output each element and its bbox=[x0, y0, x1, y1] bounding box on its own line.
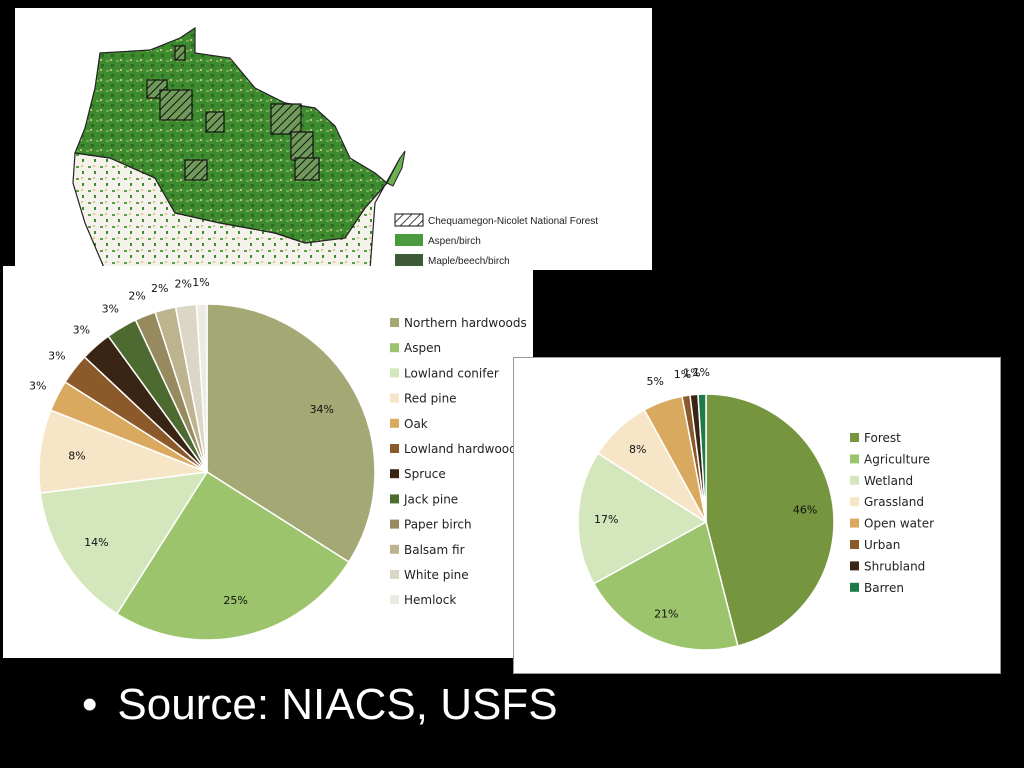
legend-label-urban: Urban bbox=[864, 538, 900, 552]
legend-swatch-jack-pine bbox=[390, 494, 399, 504]
forest-type-pie-panel: 34% 25% 14% 8% 3% 3% 3% 3% 2% 2% 2% 1% Northern hard… bbox=[3, 266, 533, 658]
map-legend: Chequamegon-Nicolet National Forest Aspe… bbox=[394, 213, 598, 267]
legend-label-white-pine: White pine bbox=[404, 568, 469, 582]
legend-swatch-aspen-birch bbox=[395, 234, 423, 246]
pie-label-open-water: 5% bbox=[646, 375, 663, 388]
legend-swatch-spruce bbox=[390, 469, 399, 479]
pie-slice-hemlock bbox=[195, 303, 208, 473]
land-cover-pie-chart: 46% 21% 17% 8% 5% 1%1%1% Forest Agriculture Wetl… bbox=[577, 366, 934, 651]
source-text: Source: NIACS, USFS bbox=[117, 680, 558, 729]
forest-type-pie-chart: 34%25%14%8%3%3%3%3%2%2% 2% 1%Northern hard… bbox=[29, 276, 527, 641]
pie-slice-wetland bbox=[577, 452, 708, 585]
legend-label-barren: Barren bbox=[864, 581, 904, 595]
pie-label-jack-pine: 3% bbox=[102, 303, 119, 316]
pie-label-forest: 46% bbox=[793, 504, 817, 517]
legend-swatch-agriculture bbox=[850, 454, 859, 464]
pie-label-spruce: 3% bbox=[73, 324, 90, 337]
pie-label-lowland-hardwoods: 3% bbox=[48, 350, 65, 363]
legend-swatch-aspen bbox=[390, 343, 399, 353]
pie-slice-agriculture bbox=[592, 520, 739, 651]
legend-label-northern-hardwoods: Northern hardwoods bbox=[404, 316, 527, 330]
legend-swatch-wetland bbox=[850, 475, 859, 485]
legend-label-balsam-fir: Balsam fir bbox=[404, 543, 465, 557]
pie-label-agriculture: 21% bbox=[654, 608, 678, 621]
legend-swatch-shrubland bbox=[850, 561, 859, 571]
source-bullet: • Source: NIACS, USFS bbox=[82, 680, 558, 730]
legend-swatch-maple-beech-birch bbox=[395, 254, 423, 266]
land-cover-pie-panel: 46% 21% 17% 8% 5% 1% 1% 1% Forest Agriculture Wetl… bbox=[513, 357, 1001, 674]
bullet-icon: • bbox=[82, 680, 98, 729]
legend-swatch-grassland bbox=[850, 497, 859, 507]
legend-swatch-national-forest bbox=[394, 213, 424, 227]
legend-swatch-hemlock bbox=[390, 595, 399, 605]
legend-swatch-white-pine bbox=[390, 570, 399, 579]
legend-label-red-pine: Red pine bbox=[404, 392, 457, 406]
legend-label-hemlock: Hemlock bbox=[404, 593, 456, 607]
legend-label-paper-birch: Paper birch bbox=[404, 518, 472, 532]
pie-label-grassland: 8% bbox=[629, 443, 646, 456]
pie-label-shrubland: 1% bbox=[683, 367, 700, 380]
pie-slice-northern-hardwoods bbox=[206, 303, 376, 564]
legend-label-lowland-hardwoods: Lowland hardwoods bbox=[404, 442, 523, 456]
pie-label-barren: 1% bbox=[693, 366, 710, 379]
pie-slice-forest bbox=[705, 393, 835, 647]
legend-label-agriculture: Agriculture bbox=[864, 452, 930, 466]
pie-label-wetland: 17% bbox=[594, 513, 618, 526]
pie-slice-barren bbox=[697, 393, 707, 523]
legend-label-aspen: Aspen bbox=[404, 341, 441, 355]
legend-label-jack-pine: Jack pine bbox=[403, 492, 458, 506]
legend-label-shrubland: Shrubland bbox=[864, 559, 925, 573]
legend-swatch-barren bbox=[850, 582, 859, 592]
legend-label-aspen-birch: Aspen/birch bbox=[428, 236, 481, 247]
legend-label-maple-beech-birch: Maple/beech/birch bbox=[428, 256, 510, 267]
pie-label-oak: 3% bbox=[29, 380, 46, 393]
pie-slice-lowland-conifer bbox=[39, 471, 209, 615]
legend-swatch-red-pine bbox=[390, 393, 399, 403]
legend-swatch-lowland-hardwoods bbox=[390, 444, 399, 453]
legend-label-spruce: Spruce bbox=[404, 467, 446, 481]
forest-type-map-panel: Chequamegon-Nicolet National Forest Aspe… bbox=[15, 8, 652, 270]
pie-slice-aspen bbox=[115, 470, 350, 641]
legend-swatch-open-water bbox=[850, 518, 859, 528]
pie-label-northern-hardwoods: 34% bbox=[310, 403, 334, 416]
legend-swatch-paper-birch bbox=[390, 519, 399, 529]
legend-label-open-water: Open water bbox=[864, 517, 934, 531]
door-peninsula bbox=[386, 150, 406, 187]
legend-label-forest: Forest bbox=[864, 431, 901, 445]
legend-label-lowland-conifer: Lowland conifer bbox=[404, 366, 499, 380]
national-forest-units bbox=[146, 45, 320, 181]
pie-label-paper-birch: 2% bbox=[128, 289, 145, 302]
legend-label-oak: Oak bbox=[404, 417, 428, 431]
pie-label-aspen: 25% bbox=[223, 594, 247, 607]
wisconsin-forest-map: Chequamegon-Nicolet National Forest Aspe… bbox=[72, 26, 598, 270]
legend-swatch-lowland-conifer bbox=[390, 368, 399, 378]
pie-label-lowland-conifer: 14% bbox=[84, 536, 108, 549]
legend-swatch-forest bbox=[850, 433, 859, 442]
legend-label-wetland: Wetland bbox=[864, 474, 913, 488]
legend-label-national-forest: Chequamegon-Nicolet National Forest bbox=[428, 216, 598, 227]
legend-swatch-urban bbox=[850, 540, 859, 549]
pie-label-balsam-fir: 2% bbox=[151, 282, 168, 295]
legend-label-grassland: Grassland bbox=[864, 495, 924, 509]
pie-label-hemlock: 1% bbox=[192, 276, 209, 289]
legend-swatch-balsam-fir bbox=[390, 544, 399, 554]
legend-swatch-northern-hardwoods bbox=[390, 318, 399, 327]
pie-label-red-pine: 8% bbox=[68, 450, 85, 463]
legend-swatch-oak bbox=[390, 418, 399, 428]
pie-label-white-pine: 2% bbox=[174, 278, 191, 291]
pie-label-urban: 1% bbox=[674, 368, 691, 381]
